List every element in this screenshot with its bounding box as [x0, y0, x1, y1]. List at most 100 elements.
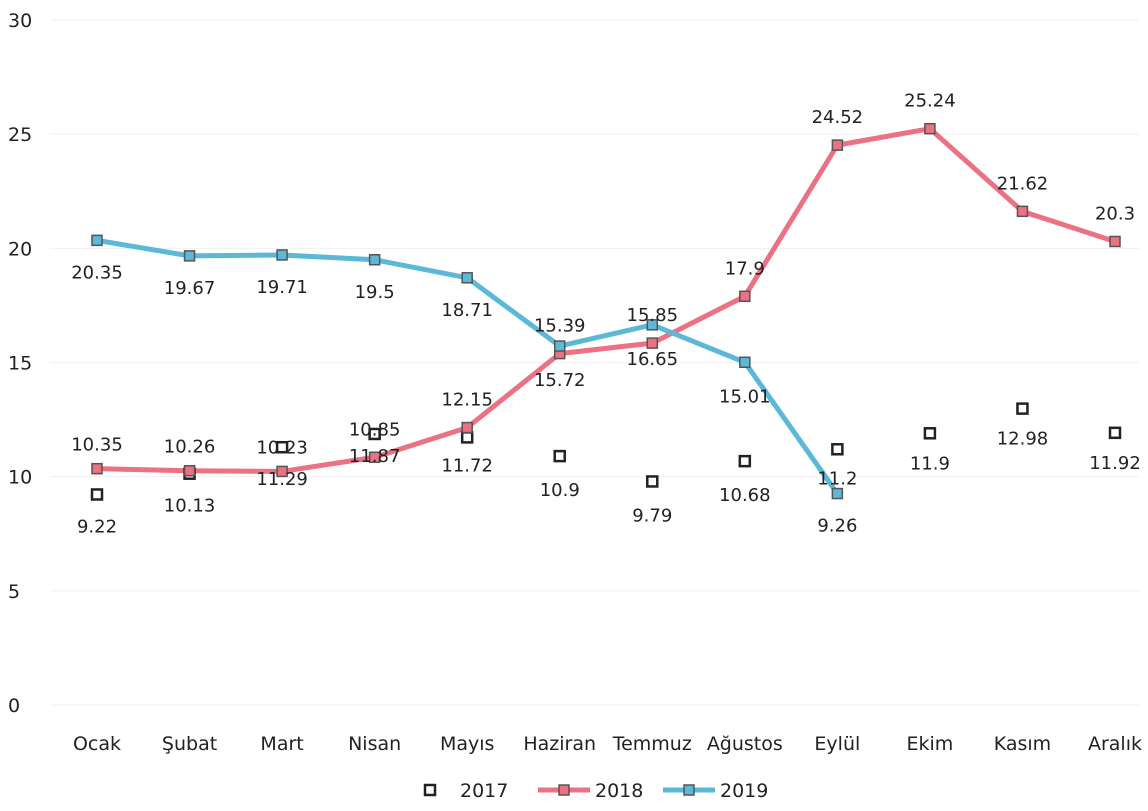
x-tick-label: Ağustos	[707, 733, 783, 755]
x-tick-label: Kasım	[994, 733, 1051, 755]
marker-2019-Eylül	[831, 487, 844, 500]
data-label-2018: 21.62	[997, 173, 1049, 194]
marker-2018-Kasım	[1016, 205, 1029, 218]
marker-2018-Nisan	[368, 451, 381, 464]
legend-item-2019: 2019	[663, 780, 768, 802]
marker-2018-Mart	[276, 465, 288, 478]
data-label-2017: 12.98	[997, 429, 1049, 450]
data-label-2018: 24.52	[812, 107, 864, 128]
x-tick-label: Ocak	[73, 733, 121, 755]
series-lines	[94, 126, 1118, 497]
data-label-2019: 20.35	[71, 262, 123, 283]
data-label-2018: 10.23	[256, 437, 308, 458]
gridlines	[50, 19, 1140, 706]
y-tick-label: 10	[8, 467, 32, 489]
legend-item-2018: 2018	[538, 780, 643, 802]
marker-2019-Mayıs	[461, 272, 473, 284]
data-label-2019: 19.67	[164, 278, 216, 299]
series-markers	[90, 122, 1122, 501]
marker-2018-Temmuz	[646, 337, 659, 349]
marker-2017-Haziran	[553, 449, 566, 463]
data-label-2018: 15.39	[534, 316, 586, 337]
y-tick-label: 30	[8, 10, 32, 32]
marker-2017-Eylül	[831, 443, 844, 456]
legend-item-2017: 2017	[423, 780, 508, 802]
x-tick-label: Nisan	[348, 733, 401, 755]
legend-swatch-marker	[683, 784, 695, 796]
x-tick-label: Mayıs	[440, 733, 494, 755]
marker-2019-Ocak	[91, 234, 103, 247]
data-label-2018: 10.85	[349, 419, 401, 440]
marker-2017-Mayıs	[460, 431, 474, 444]
data-label-2019: 19.71	[256, 277, 308, 298]
x-tick-label: Temmuz	[612, 733, 692, 755]
x-tick-label: Haziran	[523, 733, 596, 755]
marker-2019-Nisan	[368, 254, 381, 266]
marker-2018-Ocak	[91, 462, 103, 475]
data-label-2019: 16.65	[627, 349, 679, 370]
data-label-2017: 11.29	[256, 469, 308, 490]
data-label-2017: 10.9	[540, 480, 580, 501]
y-tick-label: 20	[8, 238, 32, 260]
marker-2017-Ağustos	[738, 454, 752, 468]
y-tick-label: 25	[8, 124, 32, 146]
legend-swatch-marker	[558, 784, 570, 796]
legend-swatch	[423, 783, 437, 797]
marker-2019-Mart	[276, 249, 288, 261]
data-label-2018: 25.24	[904, 91, 956, 112]
data-label-2017: 11.2	[817, 468, 857, 489]
data-labels: 9.22 10.13 11.29 11.87 11.72 10.9 9.79 10.68 11.…	[71, 91, 1141, 538]
x-tick-label: Şubat	[162, 733, 217, 755]
y-tick-label: 5	[8, 581, 20, 603]
data-label-2018: 15.85	[627, 305, 679, 326]
legend-label: 2018	[595, 780, 643, 802]
data-label-2017: 9.22	[77, 516, 117, 537]
x-tick-label: Aralık	[1088, 733, 1142, 755]
marker-2017-Ekim	[923, 427, 937, 440]
data-label-2019: 19.5	[355, 282, 395, 303]
marker-2018-Mayıs	[461, 421, 473, 434]
x-tick-label: Ekim	[907, 733, 954, 755]
marker-2019-Temmuz	[646, 319, 659, 331]
marker-2019-Ağustos	[739, 356, 751, 369]
data-label-2019: 15.01	[719, 386, 771, 407]
y-tick-label: 15	[8, 353, 32, 375]
x-axis-ticks: Ocak Şubat Mart Nisan Mayıs Haziran Temmuz Ağus…	[73, 733, 1142, 755]
marker-2017-Temmuz	[646, 475, 659, 488]
marker-2017-Mart	[275, 440, 289, 454]
series-line-2018	[94, 126, 1118, 474]
data-label-2017: 11.87	[349, 446, 401, 467]
data-label-2017: 9.79	[632, 505, 672, 526]
marker-2019-Haziran	[553, 340, 566, 352]
data-label-2019: 18.71	[441, 300, 493, 321]
data-label-2018: 20.3	[1095, 203, 1135, 224]
marker-2018-Eylül	[831, 139, 844, 151]
marker-2018-Şubat	[183, 464, 196, 477]
legend-label: 2019	[720, 780, 768, 802]
data-label-2018: 10.26	[164, 437, 216, 458]
data-label-2019: 15.72	[534, 370, 586, 391]
data-label-2018: 12.15	[441, 390, 493, 411]
legend-label: 2017	[460, 780, 508, 802]
data-label-2017: 10.68	[719, 485, 771, 506]
marker-2018-Aralık	[1109, 235, 1121, 248]
marker-2017-Nisan	[368, 427, 381, 441]
data-label-2018: 17.9	[725, 258, 765, 279]
legend: 2017 2018 2019	[423, 780, 768, 802]
y-tick-label: 0	[8, 695, 20, 717]
data-label-2018: 10.35	[71, 435, 123, 456]
x-tick-label: Eylül	[814, 733, 860, 755]
marker-2017-Kasım	[1016, 402, 1029, 415]
data-label-2017: 11.72	[441, 455, 493, 476]
data-label-2017: 11.9	[910, 453, 950, 474]
marker-2017-Ocak	[90, 488, 104, 501]
data-label-2017: 10.13	[164, 496, 216, 517]
marker-2018-Ağustos	[739, 290, 751, 303]
data-label-2017: 11.92	[1089, 453, 1141, 474]
data-label-2019: 9.26	[817, 516, 857, 537]
marker-2017-Aralık	[1108, 426, 1122, 440]
x-tick-label: Mart	[260, 733, 303, 755]
y-axis-ticks: 0 5 10 15 20 25 30	[8, 10, 32, 717]
marker-2019-Şubat	[183, 250, 196, 262]
